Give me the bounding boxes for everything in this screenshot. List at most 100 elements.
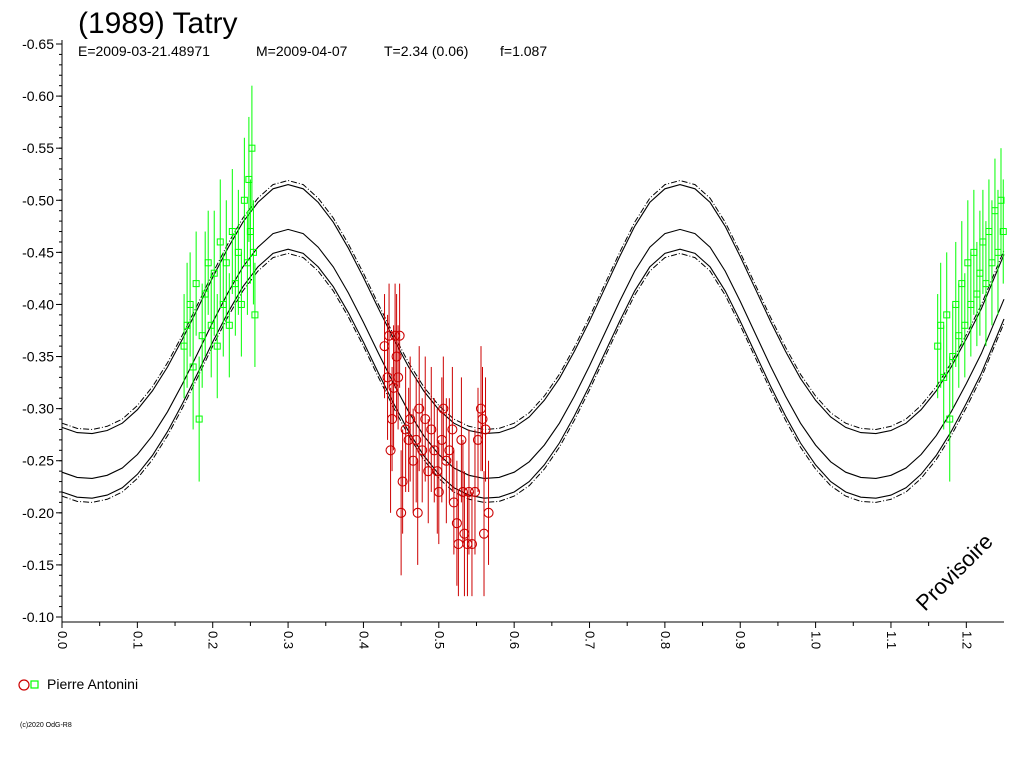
data-point-circle [390, 330, 401, 341]
data-point-circle [466, 539, 478, 550]
data-point-square [964, 259, 972, 267]
data-point-circle [477, 414, 488, 425]
data-point-circle [420, 414, 431, 425]
data-point-square [934, 342, 942, 350]
data-point-square [985, 228, 993, 236]
data-point-circle [436, 434, 447, 445]
data-point-square [979, 238, 987, 246]
data-point-square [937, 321, 945, 329]
x-tick-label: 0.9 [733, 631, 748, 649]
model-curves [61, 179, 1005, 503]
data-point-circle [475, 403, 487, 414]
x-tick-label: 1.2 [959, 631, 974, 649]
model-curve-upper [61, 184, 1005, 435]
data-point-square [943, 311, 951, 319]
provisoire-watermark: Provisoire [911, 529, 998, 616]
data-point-square [192, 280, 200, 288]
y-tick-label: -0.65 [22, 36, 54, 52]
data-point-circle [462, 539, 473, 550]
data-point-square [958, 280, 966, 288]
data-point-square [207, 321, 215, 329]
data-point-square [243, 259, 251, 267]
data-point-circle [384, 330, 395, 341]
data-point-square [195, 415, 203, 423]
data-point-square [988, 259, 996, 267]
data-point-square [201, 290, 209, 298]
y-tick-label: -0.10 [22, 609, 54, 625]
data-point-circle [385, 445, 396, 456]
y-tick-label: -0.20 [22, 505, 54, 521]
data-point-square [186, 300, 194, 308]
data-point-square [222, 259, 230, 267]
data-point-square [180, 342, 188, 350]
data-point-circle [459, 528, 470, 539]
chart-title: (1989) Tatry [78, 7, 238, 40]
y-tick-label: -0.15 [22, 557, 54, 573]
y-ticks: -0.65 -0.60 -0.55 -0.50 -0.45 -0.40 -0.35 -0.30… [22, 36, 62, 625]
data-point-square [245, 175, 253, 183]
data-point-circle [397, 476, 408, 487]
x-tick-label: 0.8 [658, 631, 673, 649]
subtitle-mean: M=2009-04-07 [256, 43, 348, 59]
data-point-square [234, 248, 242, 256]
data-point-square [219, 300, 227, 308]
data-point-square [246, 228, 254, 236]
data-point-square [994, 248, 1002, 256]
data-point-square [204, 259, 212, 267]
x-tick-label: 0.2 [206, 631, 221, 649]
legend-square-icon [30, 680, 39, 689]
y-tick-label: -0.25 [22, 453, 54, 469]
data-point-square [967, 300, 975, 308]
x-tick-label: 0.3 [281, 631, 296, 649]
data-point-square [210, 269, 218, 277]
data-point-circle [400, 424, 411, 435]
data-point-square [237, 300, 245, 308]
data-point-square [216, 238, 224, 246]
data-point-square [183, 321, 191, 329]
data-point-circle [426, 424, 437, 435]
data-point-circle [403, 434, 414, 445]
data-point-circle [469, 486, 481, 498]
data-point-square [225, 321, 233, 329]
x-tick-label: 1.0 [809, 631, 824, 649]
data-point-circle [405, 414, 416, 425]
x-tick-label: 1.1 [884, 631, 899, 649]
data-point-square [955, 332, 963, 340]
model-curve-center [61, 228, 1005, 479]
data-point-circle [478, 528, 490, 539]
data-markers [180, 144, 1007, 550]
data-point-circle [456, 434, 467, 445]
model-curve-lower [61, 248, 1005, 499]
data-point-square [982, 280, 990, 288]
data-point-square [240, 196, 248, 204]
legend-label: Pierre Antonini [47, 676, 138, 692]
x-tick-label: 0.4 [356, 631, 371, 649]
data-point-circle [451, 518, 462, 529]
copyright: (c)2020 OdG-R8 [20, 722, 72, 729]
data-point-circle [432, 466, 443, 477]
x-tick-label: 0.0 [55, 631, 70, 649]
data-point-circle [391, 351, 402, 362]
data-point-circle [463, 486, 474, 498]
data-point-square [970, 248, 978, 256]
axes [61, 40, 1004, 623]
data-point-circle [393, 372, 404, 383]
data-point-square [999, 228, 1007, 236]
x-tick-label: 0.7 [583, 631, 598, 649]
data-point-square [973, 290, 981, 298]
data-point-square [991, 207, 999, 215]
data-point-square [961, 321, 969, 329]
y-tick-label: -0.35 [22, 349, 54, 365]
x-tick-label: 0.1 [130, 631, 145, 649]
data-point-circle [457, 486, 468, 498]
data-point-square [976, 269, 984, 277]
data-point-circle [411, 434, 422, 445]
data-point-circle [483, 507, 494, 518]
data-point-square [189, 363, 197, 371]
data-point-square [231, 280, 239, 288]
data-point-circle [433, 486, 444, 498]
data-point-circle [396, 507, 407, 518]
data-point-circle [387, 414, 398, 425]
data-point-circle [429, 445, 440, 456]
